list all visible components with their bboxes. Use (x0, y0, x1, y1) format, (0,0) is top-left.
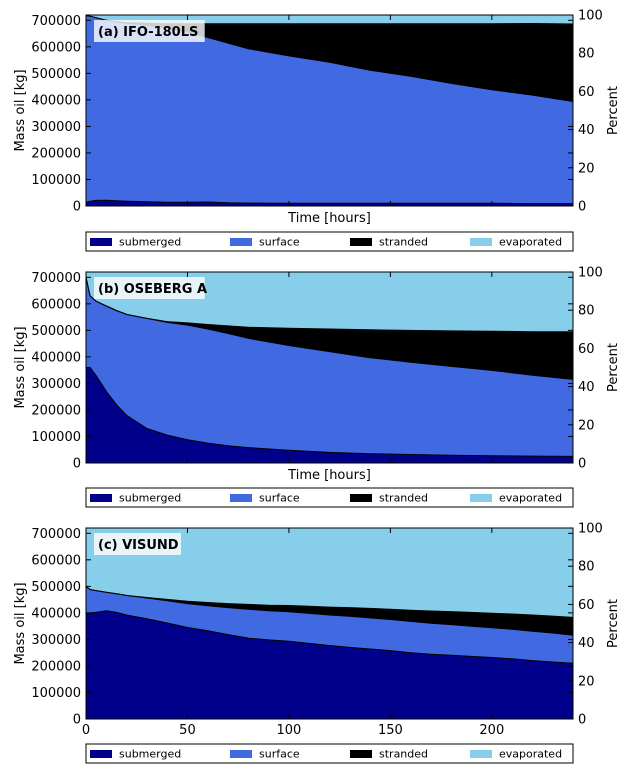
y2-tick-label: 40 (578, 636, 595, 651)
legend-label-submerged: submerged (119, 236, 181, 249)
y-tick-label: 100000 (31, 686, 81, 701)
legend-swatch-stranded (350, 238, 372, 246)
y-axis-title: Mass oil [kg] (13, 69, 28, 151)
panel-label-box (94, 277, 205, 299)
legend-swatch-submerged (90, 494, 112, 502)
panel-title: (a) IFO-180LS (98, 25, 198, 40)
y-tick-label: 200000 (31, 403, 81, 418)
y2-tick-label: 60 (578, 85, 595, 100)
y2-tick-label: 60 (578, 342, 595, 357)
legend-swatch-submerged (90, 238, 112, 246)
y2-axis-title: Percent (606, 86, 621, 135)
y2-axis-title: Percent (606, 343, 621, 392)
legend-label-evaporated: evaporated (499, 236, 562, 249)
y-tick-label: 0 (73, 200, 81, 215)
y-tick-label: 500000 (31, 580, 81, 595)
legend-label-evaporated: evaporated (499, 748, 562, 761)
y-tick-label: 400000 (31, 606, 81, 621)
panel-title: (c) VISUND (98, 538, 179, 553)
y-tick-label: 700000 (31, 14, 81, 29)
x-axis-title: Time [hours] (287, 468, 371, 483)
legend-label-surface: surface (259, 492, 300, 505)
y-tick-label: 100000 (31, 430, 81, 445)
y-axis-title: Mass oil [kg] (13, 326, 28, 408)
y2-tick-label: 80 (578, 304, 595, 319)
legend-label-surface: surface (259, 236, 300, 249)
y-tick-label: 600000 (31, 553, 81, 568)
legend-swatch-evaporated (470, 750, 492, 758)
y-tick-label: 600000 (31, 297, 81, 312)
y-axis-title: Mass oil [kg] (13, 582, 28, 664)
boundary-line-submerged-2 (86, 367, 574, 457)
y2-tick-label: 40 (578, 123, 595, 138)
legend-label-stranded: stranded (379, 236, 428, 249)
y2-tick-label: 100 (578, 9, 603, 24)
y-tick-label: 500000 (31, 67, 81, 82)
legend-label-submerged: submerged (119, 748, 181, 761)
x-tick-label: 150 (378, 723, 403, 738)
y2-axis-title: Percent (606, 599, 621, 648)
legend-label-evaporated: evaporated (499, 492, 562, 505)
y2-tick-label: 60 (578, 598, 595, 613)
y-tick-label: 0 (73, 457, 81, 472)
y-tick-label: 200000 (31, 146, 81, 161)
legend-box-1 (85, 231, 574, 252)
legend-swatch-stranded (350, 494, 372, 502)
y2-tick-label: 40 (578, 380, 595, 395)
y2-tick-label: 80 (578, 47, 595, 62)
legend-label-stranded: stranded (379, 492, 428, 505)
legend-swatch-evaporated (470, 238, 492, 246)
legend-box-2 (85, 487, 574, 508)
y-tick-label: 400000 (31, 350, 81, 365)
y2-tick-label: 100 (578, 266, 603, 281)
y2-tick-label: 0 (578, 713, 586, 728)
plot-frame-2 (85, 271, 574, 464)
plot-frame-3 (85, 527, 574, 720)
legend-swatch-surface (230, 238, 252, 246)
boundary-line-stranded-2 (85, 277, 573, 333)
panel-title: (b) OSEBERG A (98, 282, 207, 297)
panel-label-box (94, 20, 205, 42)
y2-tick-label: 20 (578, 674, 595, 689)
x-tick-label: 50 (179, 723, 196, 738)
y2-tick-label: 100 (578, 522, 603, 537)
boundary-line-stranded-3 (85, 586, 574, 618)
y2-tick-label: 20 (578, 161, 595, 176)
boundary-line-submerged-3 (85, 610, 574, 664)
y2-tick-label: 20 (578, 418, 595, 433)
x-tick-label: 0 (82, 723, 90, 738)
legend-swatch-submerged (90, 750, 112, 758)
y2-tick-label: 0 (578, 200, 586, 215)
y-tick-label: 400000 (31, 93, 81, 108)
y-tick-label: 500000 (31, 324, 81, 339)
y-tick-label: 300000 (31, 120, 81, 135)
y-tick-label: 600000 (31, 40, 81, 55)
legend-swatch-evaporated (470, 494, 492, 502)
boundary-line-submerged-1 (85, 199, 573, 205)
y-tick-label: 200000 (31, 659, 81, 674)
y-tick-label: 100000 (31, 173, 81, 188)
legend-swatch-stranded (350, 750, 372, 758)
y2-tick-label: 0 (578, 457, 586, 472)
legend-label-submerged: submerged (119, 492, 181, 505)
legend-swatch-surface (230, 494, 252, 502)
legend-swatch-surface (230, 750, 252, 758)
legend-box-3 (85, 743, 574, 764)
y-tick-label: 0 (73, 713, 81, 728)
x-axis-title: Time [hours] (287, 211, 371, 226)
y2-tick-label: 80 (578, 560, 595, 575)
legend-label-surface: surface (259, 748, 300, 761)
y-tick-label: 300000 (31, 633, 81, 648)
y-tick-label: 300000 (31, 377, 81, 392)
y-tick-label: 700000 (31, 527, 81, 542)
panel-label-box (94, 533, 181, 555)
legend-label-stranded: stranded (379, 748, 428, 761)
x-tick-label: 200 (479, 723, 504, 738)
y-tick-label: 700000 (31, 271, 81, 286)
x-tick-label: 100 (277, 723, 302, 738)
plot-frame-1 (85, 14, 574, 207)
